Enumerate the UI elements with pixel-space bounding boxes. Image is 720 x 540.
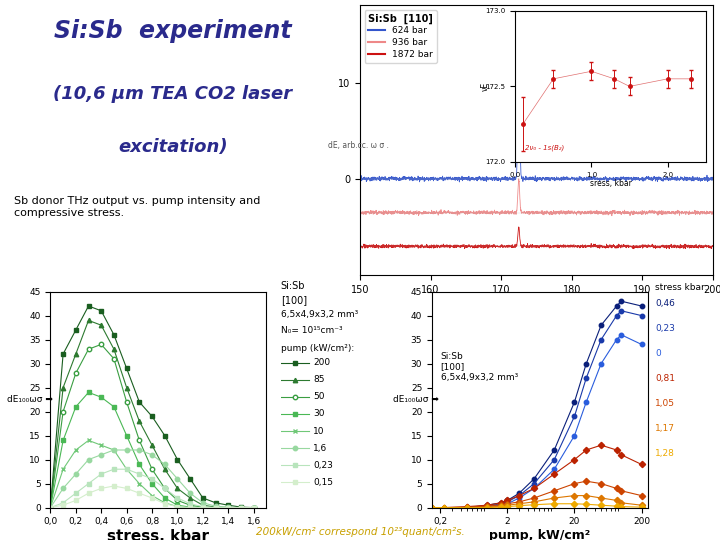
X-axis label: pump, kW/cm²: pump, kW/cm² [490,529,590,540]
Text: 200kW/cm² correspond 10²³quant/cm²s.: 200kW/cm² correspond 10²³quant/cm²s. [256,527,464,537]
Text: 0,15: 0,15 [313,477,333,487]
Text: 10: 10 [313,427,325,435]
Text: Si:Sb: Si:Sb [281,281,305,291]
Text: Sb donor THz output vs. pump intensity and
compressive stress.: Sb donor THz output vs. pump intensity a… [14,196,260,218]
Text: 6,5x4,9x3,2 mm³: 6,5x4,9x3,2 mm³ [281,309,358,319]
Text: 50: 50 [313,393,325,401]
Text: dE₁₀₀ωσ ➡: dE₁₀₀ωσ ➡ [393,395,439,404]
Text: Si:Sb  experiment: Si:Sb experiment [54,18,292,43]
Text: 0,81: 0,81 [655,374,675,383]
Text: 1,05: 1,05 [655,399,675,408]
Text: [100]: [100] [281,295,307,305]
Text: 30: 30 [313,409,325,418]
Text: stress kbar:: stress kbar: [655,283,708,292]
Text: excitation): excitation) [118,138,228,156]
Legend: 624 bar, 936 bar, 1872 bar: 624 bar, 936 bar, 1872 bar [364,10,436,63]
Text: Si:Sb
[100]
6,5x4,9x3,2 mm³: Si:Sb [100] 6,5x4,9x3,2 mm³ [441,352,518,382]
Text: 85: 85 [313,375,325,384]
Text: 0: 0 [655,349,661,358]
Text: 1,28: 1,28 [655,449,675,458]
Text: 200: 200 [313,359,330,367]
X-axis label: stress. kbar: stress. kbar [107,529,210,540]
Text: 1,17: 1,17 [655,424,675,433]
Text: dE₁₀₀ωσ ➡: dE₁₀₀ωσ ➡ [7,395,53,404]
X-axis label: frequency, cm⁻¹: frequency, cm⁻¹ [491,296,582,307]
Text: 1,6: 1,6 [313,443,328,453]
Text: N₀= 10¹⁵cm⁻³: N₀= 10¹⁵cm⁻³ [281,326,343,335]
Text: 0,23: 0,23 [655,324,675,333]
Text: pump (kW/cm²):: pump (kW/cm²): [281,345,354,353]
Text: dE, arb.cc. ω σ .: dE, arb.cc. ω σ . [328,141,389,150]
Text: 0,23: 0,23 [313,461,333,470]
Text: (10,6 μm TEA CO2 laser: (10,6 μm TEA CO2 laser [53,85,292,103]
Text: 0,46: 0,46 [655,299,675,308]
